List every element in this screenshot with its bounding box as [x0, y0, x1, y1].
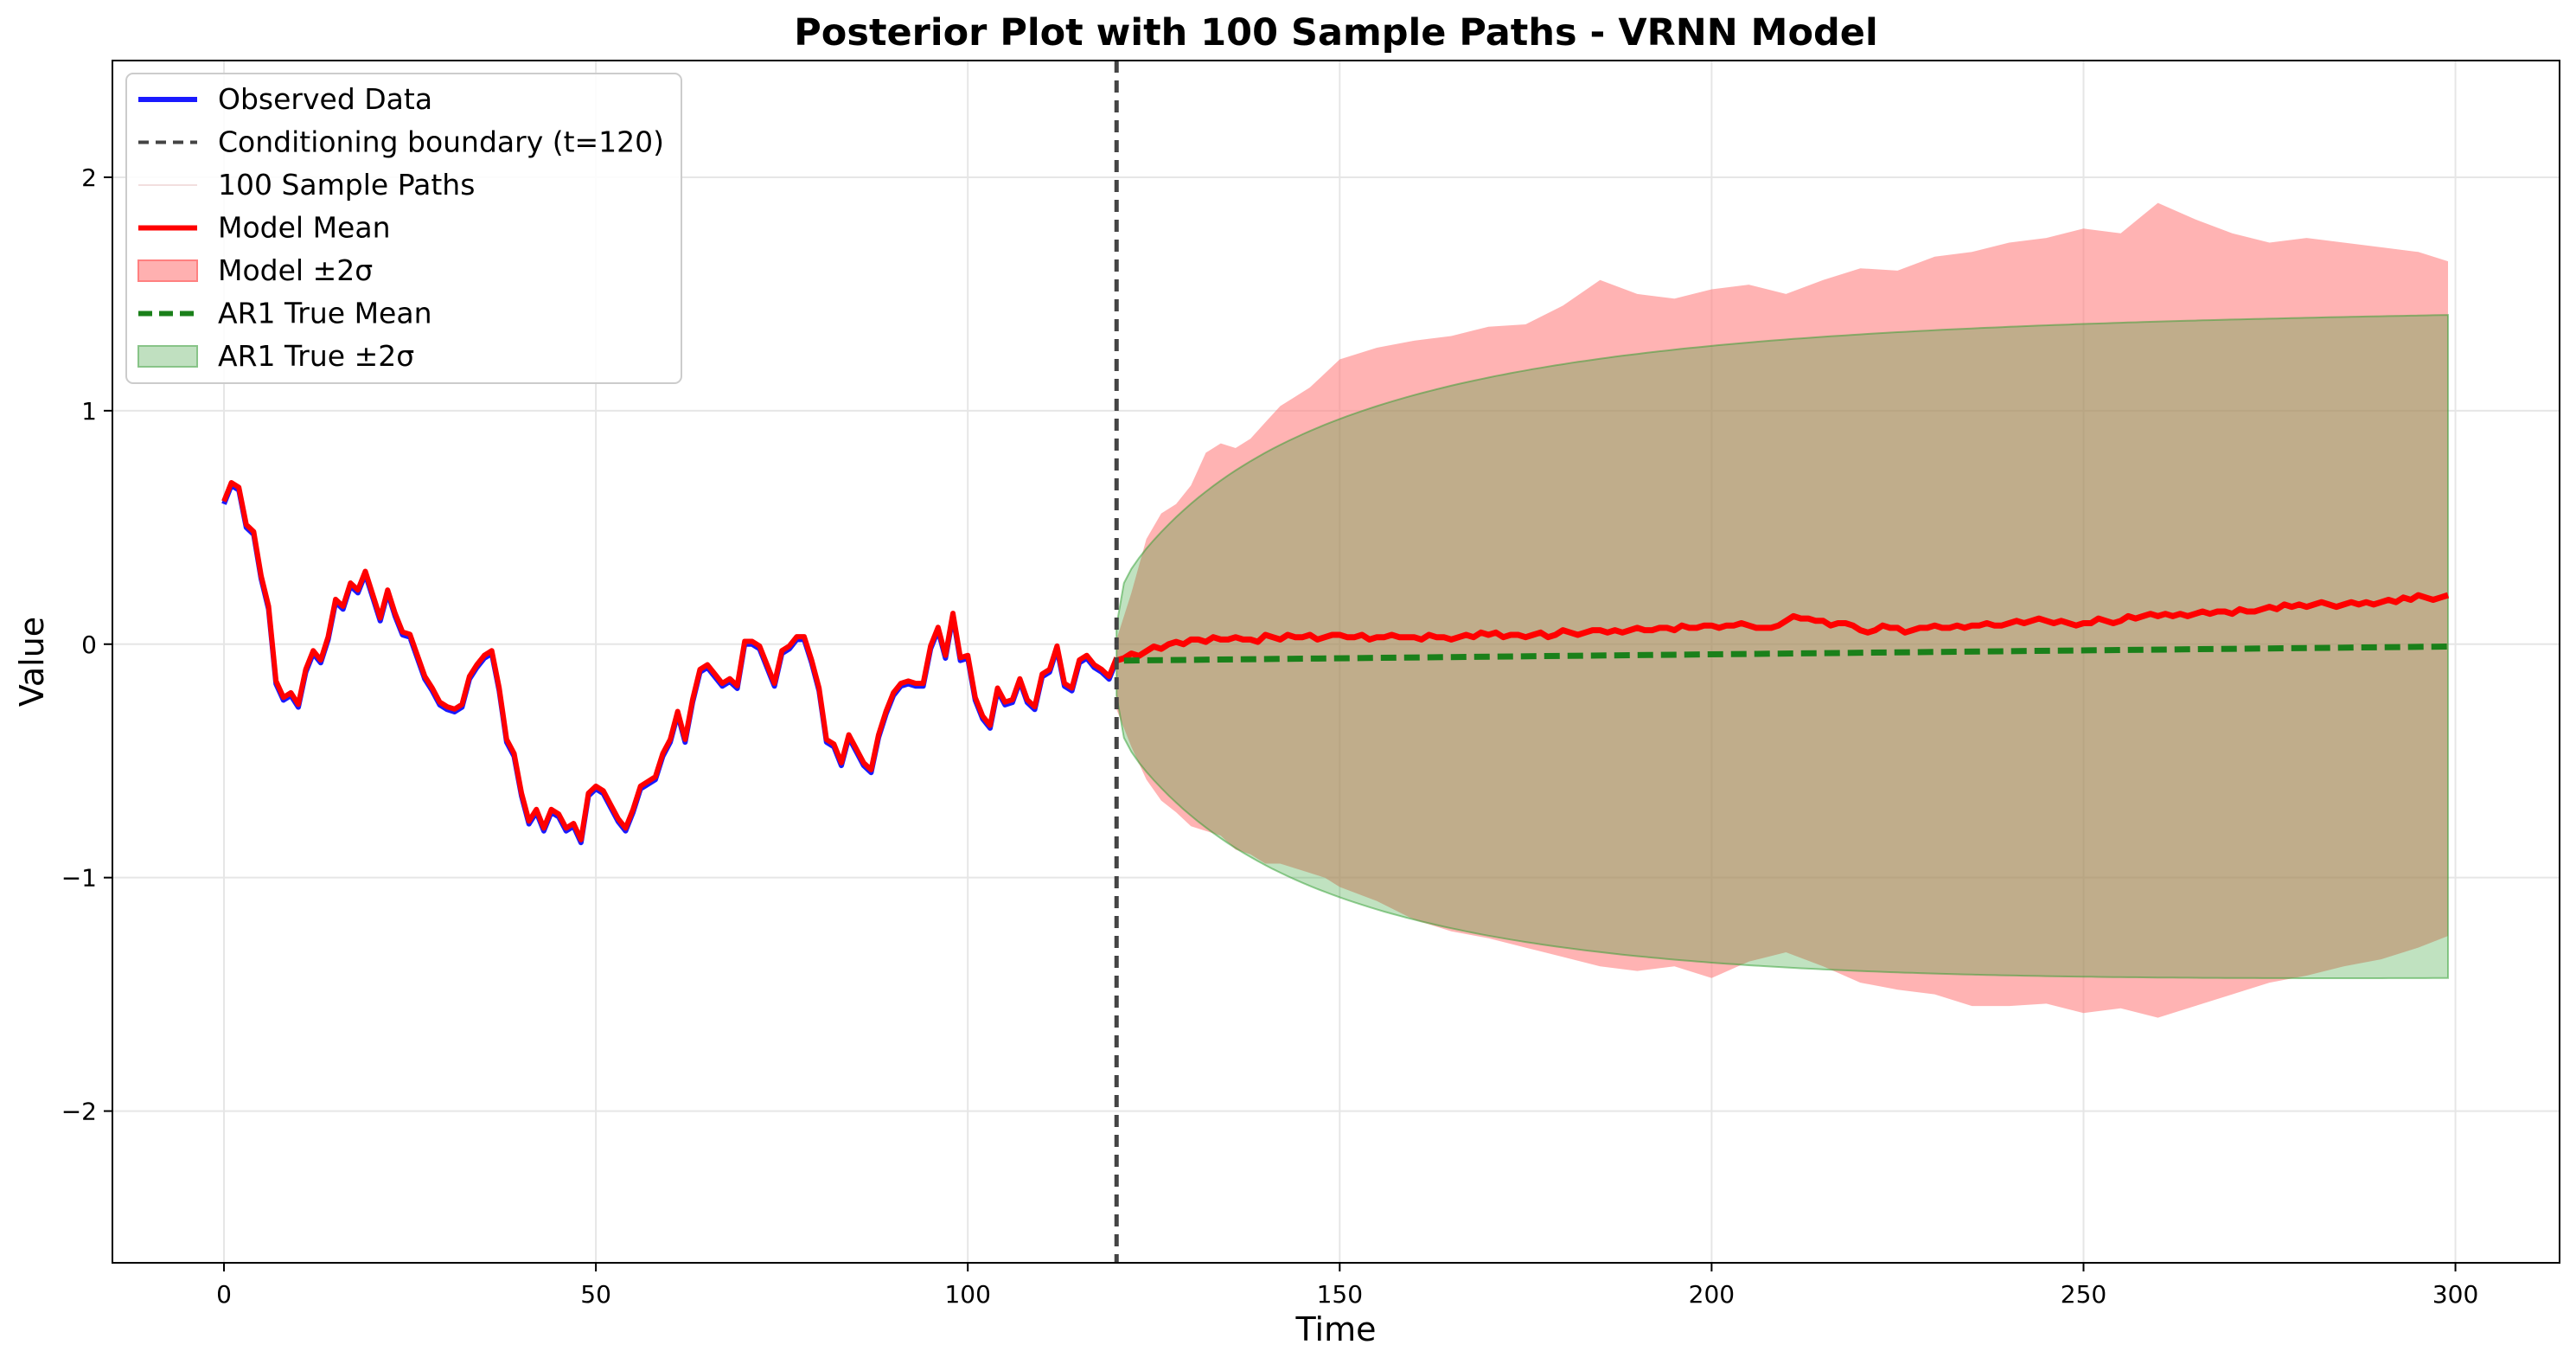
ar1-true-mean-line: [1123, 644, 2449, 664]
y-tick-label: −1: [61, 864, 97, 893]
legend-label: AR1 True Mean: [218, 297, 431, 330]
legend-label: 100 Sample Paths: [218, 168, 475, 202]
legend: Observed Data Conditioning boundary (t=12…: [125, 73, 682, 384]
y-tick-label: 0: [81, 631, 97, 659]
chart-title: Posterior Plot with 100 Sample Paths - V…: [794, 11, 1877, 54]
legend-label: Model Mean: [218, 211, 390, 245]
y-tick-label: 2: [81, 163, 97, 192]
legend-label: AR1 True ±2σ: [218, 339, 414, 373]
x-tick-label: 200: [1689, 1280, 1735, 1309]
plot-area: [221, 61, 2450, 1263]
ticks: 0 50 100 150 200 250 300 −2 −1 0 1 2: [61, 163, 2479, 1309]
legend-swatch: [137, 345, 198, 368]
legend-swatch: [137, 259, 198, 282]
legend-box: [125, 73, 682, 384]
legend-label: Model ±2σ: [218, 253, 373, 287]
model-mean-line: [1115, 592, 2450, 664]
x-tick-label: 50: [580, 1280, 611, 1309]
y-axis-label: Value: [13, 617, 51, 707]
x-tick-label: 100: [944, 1280, 990, 1309]
y-tick-label: −2: [61, 1098, 97, 1126]
y-tick-label: 1: [81, 397, 97, 426]
x-tick-label: 150: [1317, 1280, 1363, 1309]
axes-frame: [112, 60, 2560, 1264]
ar1-2sigma-band: [1115, 314, 2449, 979]
model-mean-conditioning-line: [221, 480, 1119, 842]
legend-label: Observed Data: [218, 82, 432, 116]
legend-label: Conditioning boundary (t=120): [218, 125, 664, 159]
x-axis-label: Time: [1295, 1310, 1377, 1348]
model-2sigma-band: [1116, 202, 2448, 1018]
x-tick-label: 0: [216, 1280, 232, 1309]
x-tick-label: 250: [2061, 1280, 2106, 1309]
x-tick-label: 300: [2432, 1280, 2478, 1309]
